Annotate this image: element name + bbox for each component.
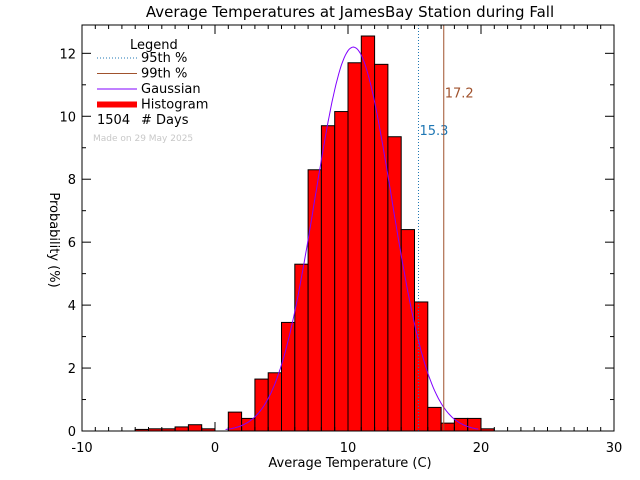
legend-entry-label: 99th %	[141, 67, 187, 82]
histogram-bar	[467, 417, 482, 432]
y-tick-label: 6	[68, 236, 76, 251]
legend-title: Legend	[130, 38, 178, 53]
histogram-bar	[440, 422, 455, 432]
histogram-bar	[254, 378, 269, 432]
y-tick-label: 4	[68, 299, 76, 314]
y-tick-label: 12	[59, 47, 76, 62]
x-tick-label: -10	[71, 441, 92, 456]
chart-title: Average Temperatures at JamesBay Station…	[146, 3, 554, 21]
histogram-bar	[307, 169, 322, 432]
x-axis-label: Average Temperature (C)	[268, 456, 431, 471]
watermark-text: Made on 29 May 2025	[93, 134, 193, 144]
y-tick-label: 0	[68, 425, 76, 440]
x-tick-label: 20	[473, 441, 490, 456]
histogram-bar	[374, 63, 389, 432]
histogram-bar	[187, 424, 203, 432]
histogram-bar	[174, 426, 189, 432]
y-tick-label: 10	[59, 110, 76, 125]
histogram-bar	[267, 372, 283, 432]
histogram-bar	[360, 35, 376, 432]
y-tick-label: 8	[68, 173, 76, 188]
legend-entry-label: Histogram	[141, 98, 208, 113]
y-axis-label: Probability (%)	[46, 192, 61, 287]
y-tick-label: 2	[68, 362, 76, 377]
histogram-bar	[347, 62, 362, 432]
legend-days-count: 1504	[97, 113, 130, 128]
percentile-label: 17.2	[445, 86, 474, 101]
x-tick-label: 30	[606, 441, 623, 456]
legend-entry-label: 95th %	[141, 51, 187, 66]
histogram-bar	[334, 111, 349, 432]
percentile-lines: 15.3 17.2	[417, 25, 474, 431]
histogram-bar	[400, 229, 416, 432]
histogram-bar	[427, 406, 442, 432]
gaussian-curve	[225, 46, 479, 430]
histogram-bar	[387, 136, 402, 432]
histogram-bar	[294, 263, 309, 432]
histogram-bar	[320, 125, 336, 432]
x-tick-label: 0	[211, 441, 219, 456]
legend-entry-label: Gaussian	[141, 82, 201, 97]
legend-days-label: # Days	[141, 113, 189, 128]
percentile-label: 15.3	[419, 124, 448, 139]
x-tick-label: 10	[340, 441, 357, 456]
